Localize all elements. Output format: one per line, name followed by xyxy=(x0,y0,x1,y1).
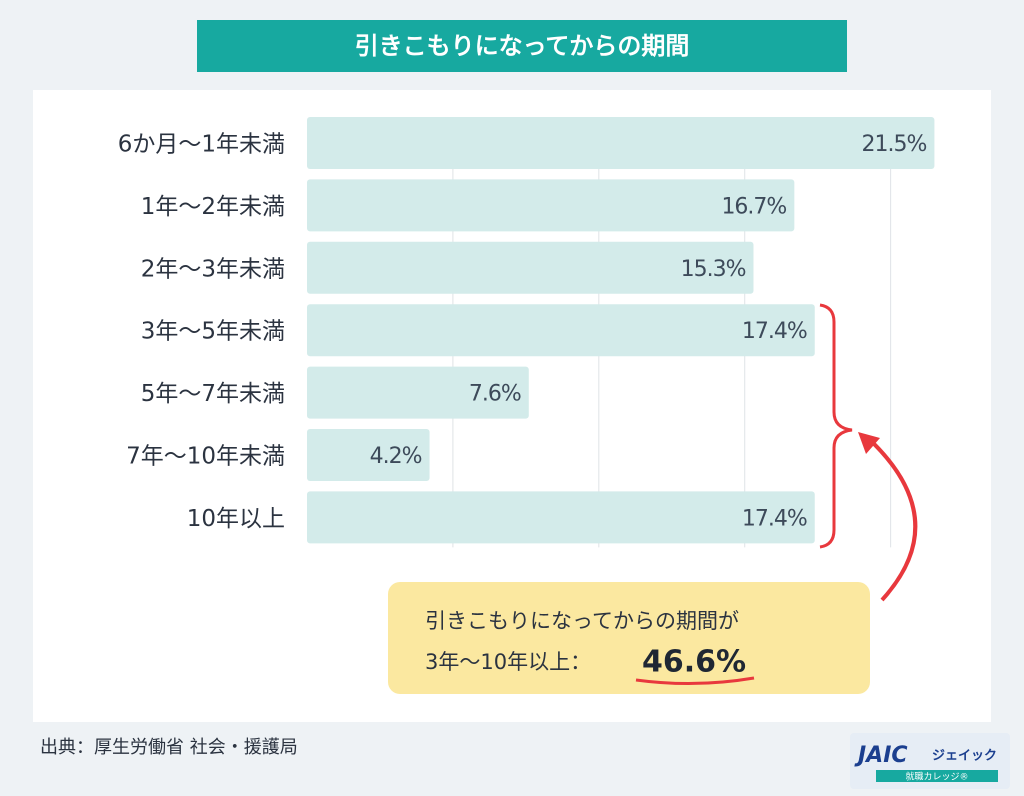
y-tick-label: 3年〜5年未満 xyxy=(141,319,285,345)
value-label: 15.3% xyxy=(681,257,746,282)
logo-sub: 就職カレッジ® xyxy=(905,771,968,783)
bar xyxy=(307,117,935,169)
bar xyxy=(307,366,529,419)
callout-line: 3年〜10年以上： xyxy=(425,650,591,674)
y-tick-label: 1年〜2年未満 xyxy=(141,194,285,220)
title-box xyxy=(197,20,847,72)
y-tick-label: 6か月〜1年未満 xyxy=(118,132,285,158)
bar xyxy=(307,429,430,481)
underline xyxy=(635,676,755,686)
value-label: 17.4% xyxy=(742,319,807,344)
callout xyxy=(388,582,870,694)
plot: 6か月〜1年未満 21.5% 1年〜2年未満 16.7% 2年〜3年未満 15.3% 3年〜… xyxy=(118,117,935,548)
value-label: 4.2% xyxy=(370,444,422,469)
y-tick-label: 2年〜3年未満 xyxy=(141,256,285,282)
logo-mark: JAIC xyxy=(854,743,908,768)
y-tick-label: 10年以上 xyxy=(187,506,285,532)
callout-highlight: 46.6% xyxy=(642,645,746,680)
chart-title: 引きこもりになってからの期間 xyxy=(355,32,690,60)
bar xyxy=(307,179,795,232)
value-label: 21.5% xyxy=(862,132,927,157)
source: 出典：厚生労働省 社会・援護局 xyxy=(40,737,298,758)
arrow xyxy=(866,436,918,602)
y-tick-label: 7年〜10年未満 xyxy=(126,444,285,470)
bar xyxy=(307,241,754,294)
value-label: 16.7% xyxy=(721,194,786,219)
arrow-head xyxy=(858,432,880,454)
logo-name: ジェイック xyxy=(932,749,997,764)
logo-band xyxy=(876,770,998,782)
bar xyxy=(307,491,815,544)
bracket xyxy=(819,303,853,549)
bar xyxy=(307,304,815,357)
callout-line: 引きこもりになってからの期間が xyxy=(425,609,739,633)
value-label: 7.6% xyxy=(469,382,521,407)
y-tick-label: 5年〜7年未満 xyxy=(141,381,285,407)
value-label: 17.4% xyxy=(742,506,807,531)
